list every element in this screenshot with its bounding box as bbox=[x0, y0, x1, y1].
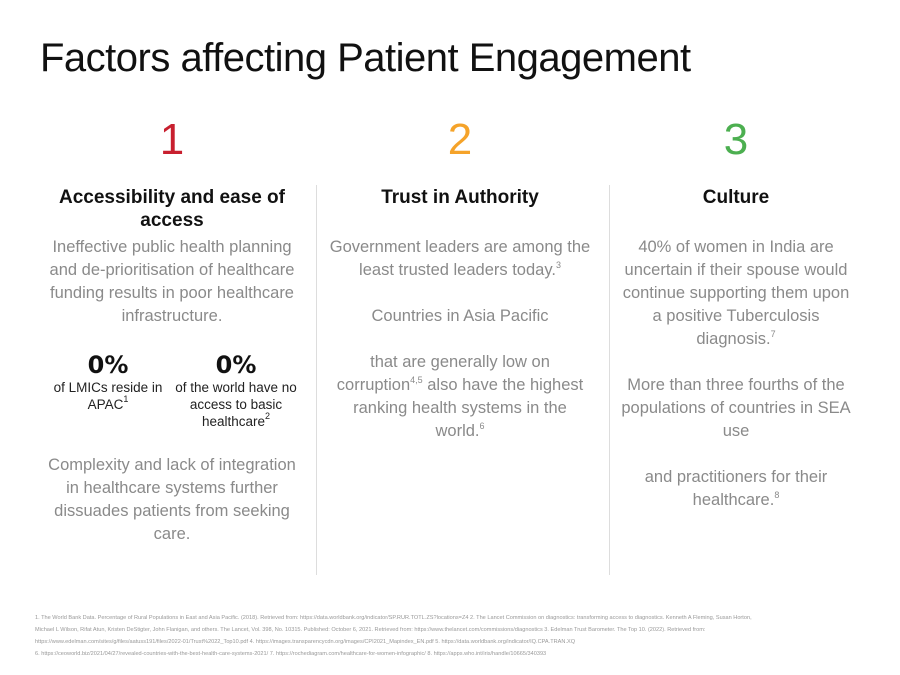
column-number: 2 bbox=[447, 115, 473, 164]
text: of the world have no access to basic hea… bbox=[175, 380, 297, 429]
text: of LMICs reside in APAC bbox=[53, 380, 163, 412]
footnote-ref: 2 bbox=[265, 411, 271, 421]
text: 40% of women in India are uncertain if t… bbox=[622, 238, 850, 348]
footnote-ref: 7 bbox=[770, 329, 776, 339]
text: and practitioners for their healthcare. bbox=[644, 468, 828, 509]
paragraph: that are generally low on corruption4,5 … bbox=[328, 351, 592, 443]
text: Ineffective public health planning and d… bbox=[49, 238, 295, 325]
text: also have the highest ranking health sys… bbox=[353, 376, 584, 440]
stat: 0% of the world have no access to basic h… bbox=[172, 351, 300, 430]
footnote-ref: 3 bbox=[555, 260, 561, 270]
footnote: 6. https://ceoworld.biz/2021/04/27/revea… bbox=[35, 651, 547, 657]
divider bbox=[609, 185, 610, 575]
text: Countries in Asia Pacific bbox=[371, 307, 549, 325]
stat-value: 0% bbox=[87, 351, 129, 379]
column: 3 Culture 40% of women in India are uncert… bbox=[620, 110, 852, 535]
footnote: 1. The World Bank Data. Percentage of Ru… bbox=[35, 615, 752, 621]
stat-caption: of the world have no access to basic hea… bbox=[172, 379, 300, 430]
paragraph: Ineffective public health planning and d… bbox=[44, 236, 300, 328]
text: that are generally low on corruption bbox=[336, 353, 550, 394]
divider bbox=[316, 185, 317, 575]
slide-title: Factors affecting Patient Engagement bbox=[40, 36, 691, 80]
column: 2 Trust in Authority Government leaders ar… bbox=[328, 110, 592, 466]
text: More than three fourths of the populatio… bbox=[621, 376, 851, 440]
footnote-ref: 8 bbox=[774, 490, 780, 500]
footnote-ref: 6 bbox=[479, 421, 485, 431]
column-heading: Accessibility and ease of access bbox=[59, 187, 285, 231]
paragraph: Government leaders are among the least t… bbox=[328, 236, 592, 282]
paragraph: Countries in Asia Pacific bbox=[328, 305, 592, 328]
footnote-ref: 1 bbox=[123, 394, 129, 404]
stats: 0% of LMICs reside in APAC1 0% of the world… bbox=[44, 351, 300, 430]
paragraph: and practitioners for their healthcare.8 bbox=[620, 466, 852, 512]
paragraph: More than three fourths of the populatio… bbox=[620, 374, 852, 443]
text: Government leaders are among the least t… bbox=[329, 238, 591, 279]
column-number: 3 bbox=[723, 115, 749, 164]
footnote: Michael L Wilson, Rifat Atun, Kristen De… bbox=[35, 627, 706, 633]
text: Complexity and lack of integration in he… bbox=[48, 456, 296, 543]
stat: 0% of LMICs reside in APAC1 bbox=[44, 351, 172, 430]
column-heading: Trust in Authority bbox=[381, 187, 539, 208]
column-heading: Culture bbox=[702, 187, 770, 208]
column: 1 Accessibility and ease of access Ineffec… bbox=[44, 110, 300, 569]
stat-caption: of LMICs reside in APAC1 bbox=[44, 379, 172, 413]
footnote-ref: 4,5 bbox=[410, 375, 423, 385]
column-number: 1 bbox=[159, 115, 185, 164]
paragraph: 40% of women in India are uncertain if t… bbox=[620, 236, 852, 351]
footnotes: 1. The World Bank Data. Percentage of Ru… bbox=[35, 612, 875, 660]
stat-value: 0% bbox=[215, 351, 257, 379]
footnote: https://www.edelman.com/sites/g/files/aa… bbox=[35, 639, 576, 645]
paragraph: Complexity and lack of integration in he… bbox=[44, 454, 300, 546]
